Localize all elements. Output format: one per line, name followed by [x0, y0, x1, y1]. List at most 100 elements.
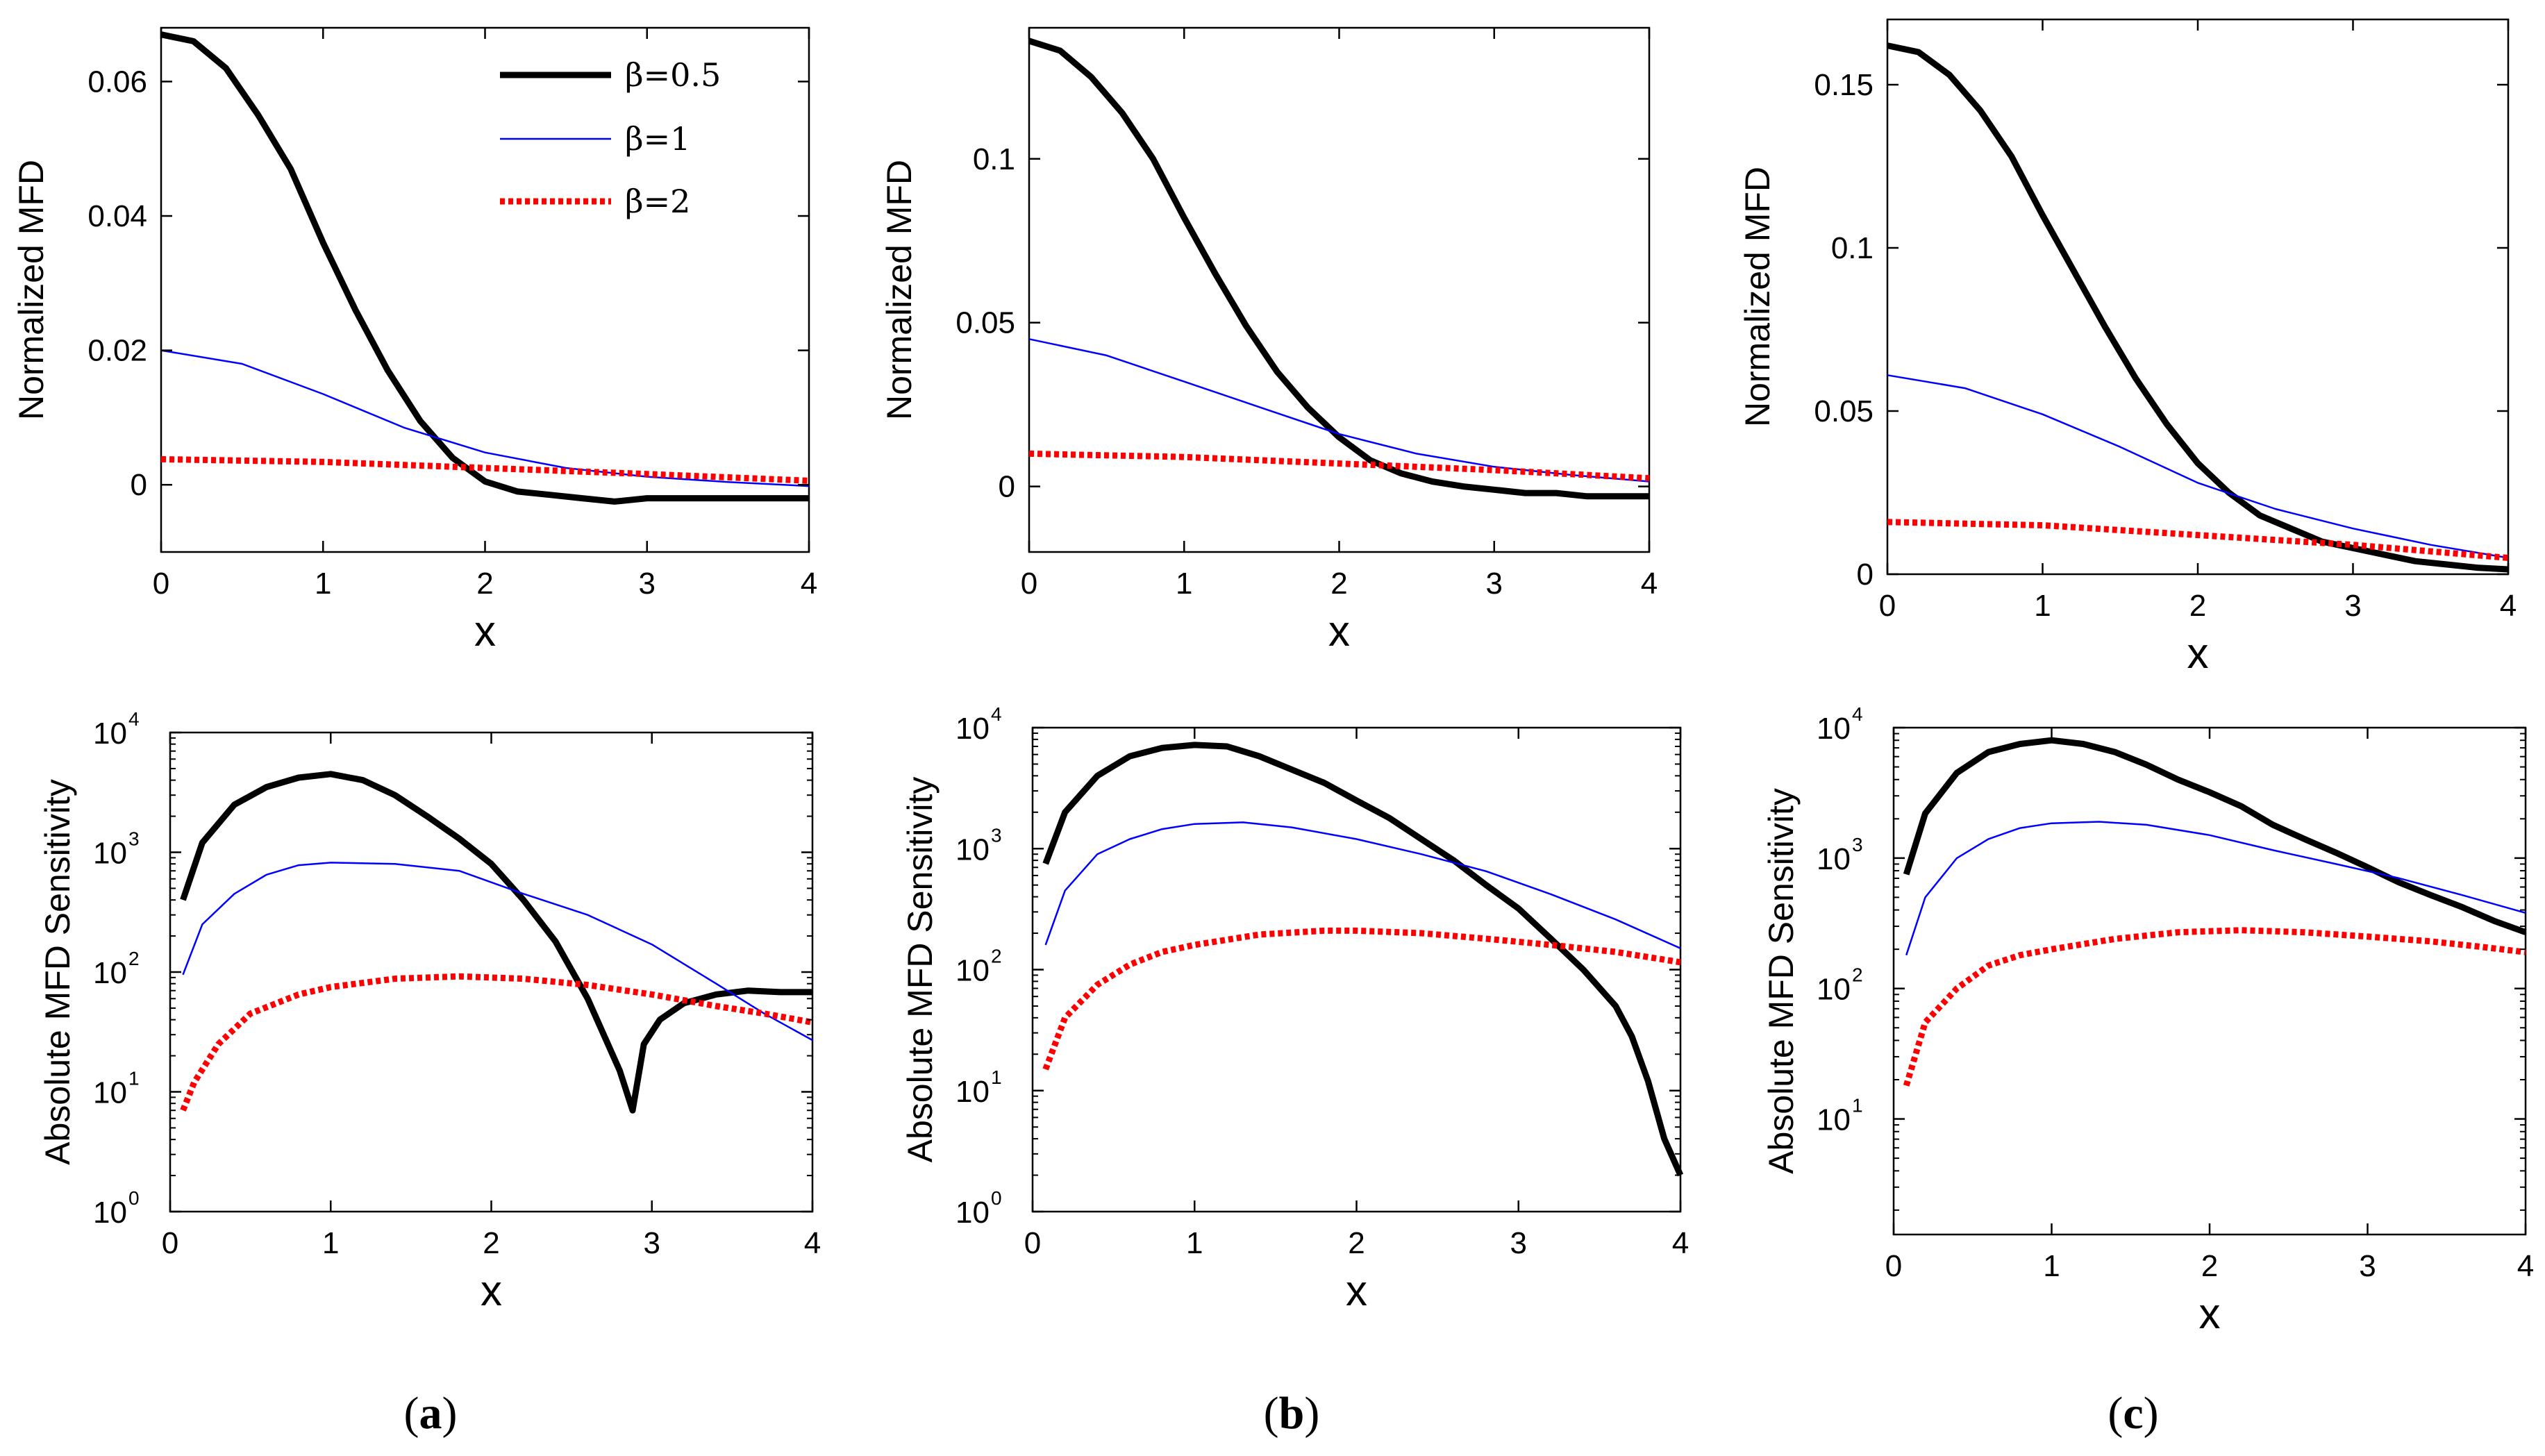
- y-tick-label: 0.05: [956, 306, 1015, 340]
- x-axis-label: x: [1328, 608, 1350, 655]
- y-tick-label: 0.02: [87, 334, 147, 368]
- caption-a-letter: a: [419, 1388, 442, 1439]
- y-axis-label: Absolute MFD Sensitivity: [38, 779, 77, 1165]
- legend-label-beta-0-5: β=0.5: [625, 56, 721, 94]
- y-tick-label: 0.04: [87, 199, 147, 233]
- y-tick-exponent: 4: [1852, 703, 1863, 725]
- x-tick-label: 4: [804, 1226, 821, 1260]
- x-tick-label: 4: [2500, 589, 2517, 623]
- x-axis-label: x: [2199, 1290, 2221, 1338]
- series-line-a-top-0: [160, 31, 809, 505]
- series-line-b-top-0: [1028, 37, 1649, 500]
- y-tick-exponent: 3: [128, 828, 140, 850]
- legend-label-beta-1: β=1: [625, 120, 690, 158]
- caption-c-open: (: [2108, 1388, 2123, 1439]
- y-axis-label: Normalized MFD: [880, 160, 919, 420]
- y-tick-exponent: 2: [991, 946, 1002, 967]
- y-tick-label: 0.1: [973, 142, 1015, 176]
- x-tick-label: 1: [2034, 589, 2051, 623]
- caption-b-open: (: [1264, 1388, 1279, 1439]
- caption-c-letter: c: [2123, 1388, 2143, 1439]
- y-tick-label: 0.06: [87, 65, 147, 99]
- y-tick-label: 10: [956, 954, 990, 988]
- x-tick-label: 4: [2517, 1249, 2534, 1283]
- y-tick-exponent: 0: [128, 1187, 140, 1209]
- y-tick-exponent: 0: [991, 1187, 1002, 1209]
- caption-b: (b): [1264, 1388, 1320, 1439]
- y-tick-exponent: 4: [991, 703, 1002, 725]
- series-line-a-bottom-2: [180, 973, 813, 1112]
- y-tick-label: 10: [93, 837, 127, 871]
- caption-b-close: ): [1304, 1388, 1319, 1439]
- y-tick-label: 0: [131, 468, 147, 502]
- x-tick-label: 2: [1330, 567, 1347, 601]
- y-tick-exponent: 2: [128, 948, 140, 969]
- x-axis-label: x: [1346, 1267, 1367, 1315]
- y-tick-label: 10: [956, 1075, 990, 1109]
- series-line-b-top-1: [1028, 338, 1650, 483]
- x-tick-label: 3: [639, 567, 656, 601]
- x-tick-label: 1: [322, 1226, 339, 1260]
- y-axis-label: Absolute MFD Sensitivity: [1762, 788, 1801, 1174]
- caption-c: (c): [2108, 1388, 2158, 1439]
- y-tick-label: 0.1: [1831, 231, 1874, 265]
- x-tick-label: 0: [1024, 1226, 1041, 1260]
- series-line-c-bottom-1: [1905, 821, 2526, 956]
- y-tick-label: 10: [1817, 1103, 1851, 1137]
- legend-label-beta-2: β=2: [625, 183, 690, 220]
- y-tick-exponent: 1: [991, 1066, 1002, 1088]
- y-tick-label: 10: [93, 1196, 127, 1230]
- x-tick-label: 2: [476, 567, 493, 601]
- x-axis-label: x: [481, 1267, 502, 1315]
- x-tick-label: 4: [1641, 567, 1658, 601]
- y-axis-label: Absolute MFD Sensitivity: [901, 777, 940, 1163]
- series-line-a-top-1: [160, 349, 810, 487]
- y-axis-label: Normalized MFD: [1738, 167, 1777, 427]
- x-tick-label: 3: [644, 1226, 660, 1260]
- series-line-c-top-1: [1887, 374, 2509, 559]
- x-tick-label: 2: [2189, 589, 2206, 623]
- y-tick-label: 0.05: [1814, 394, 1874, 428]
- x-tick-label: 0: [1885, 1249, 1902, 1283]
- y-tick-label: 10: [93, 717, 127, 751]
- x-tick-label: 1: [1176, 567, 1192, 601]
- x-tick-label: 0: [1021, 567, 1037, 601]
- x-tick-label: 3: [2344, 589, 2361, 623]
- plot-frame-c-bottom: [1892, 726, 2527, 1236]
- x-tick-label: 0: [153, 567, 169, 601]
- y-tick-exponent: 3: [991, 824, 1002, 846]
- legend: β=0.5 β=1 β=2: [500, 56, 721, 220]
- y-tick-exponent: 1: [128, 1068, 140, 1089]
- x-tick-label: 2: [483, 1226, 499, 1260]
- x-tick-label: 3: [1510, 1226, 1527, 1260]
- chart-c-top: 0 1 2 3 4 0 0.05 0.1 0.15 x Normalized MFD: [1738, 18, 2517, 678]
- y-tick-label: 10: [93, 1076, 127, 1110]
- y-tick-exponent: 1: [1852, 1095, 1863, 1116]
- x-tick-label: 1: [315, 567, 331, 601]
- y-tick-exponent: 4: [128, 708, 140, 730]
- series-line-a-bottom-1: [182, 862, 813, 1041]
- x-tick-label: 1: [1186, 1226, 1203, 1260]
- caption-b-letter: b: [1279, 1388, 1305, 1439]
- y-tick-label: 10: [956, 712, 990, 746]
- x-tick-label: 2: [1348, 1226, 1365, 1260]
- x-tick-label: 2: [2201, 1249, 2218, 1283]
- x-tick-label: 3: [2359, 1249, 2376, 1283]
- y-axis-label: Normalized MFD: [12, 160, 51, 420]
- y-tick-label: 0.15: [1814, 68, 1874, 102]
- y-tick-exponent: 2: [1852, 964, 1863, 986]
- series-line-b-top-2: [1028, 450, 1650, 482]
- chart-a-top: 0 1 2 3 4 0 0.02 0.04 0.06 x Normalized MFD: [12, 26, 817, 655]
- series-line-c-bottom-2: [1903, 927, 2526, 1087]
- series-line-c-bottom-0: [1903, 737, 2527, 935]
- x-tick-label: 4: [1672, 1226, 1689, 1260]
- y-tick-label: 10: [956, 832, 990, 867]
- chart-b-top: 0 1 2 3 4 0 0.05 0.1 x Normalized MFD: [880, 26, 1658, 655]
- series-line-a-top-2: [160, 455, 810, 484]
- y-tick-label: 10: [1817, 712, 1851, 746]
- y-tick-exponent: 3: [1852, 834, 1863, 855]
